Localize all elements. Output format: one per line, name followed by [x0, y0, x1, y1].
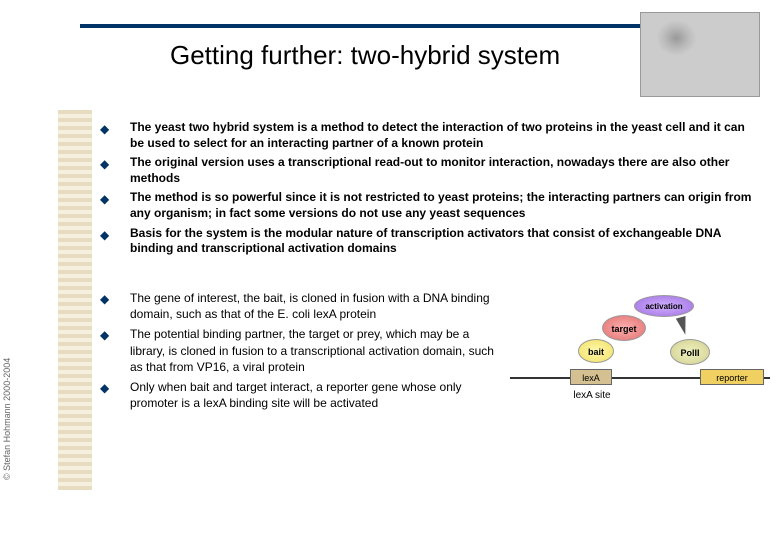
bullet-marker: ◆ [100, 290, 130, 306]
bullet-item: ◆ Only when bait and target interact, a … [100, 379, 500, 411]
reporter-box: reporter [700, 369, 764, 385]
bait-protein: bait [578, 339, 614, 363]
recruitment-arrow [676, 316, 690, 336]
bullet-marker: ◆ [100, 226, 130, 242]
activation-domain: activation [634, 295, 694, 317]
bullet-item: ◆ The potential binding partner, the tar… [100, 326, 500, 375]
bullet-marker: ◆ [100, 155, 130, 171]
bullet-text: The gene of interest, the bait, is clone… [130, 290, 500, 322]
bullet-text: The original version uses a transcriptio… [130, 155, 760, 186]
bullet-item: ◆ The original version uses a transcript… [100, 155, 760, 186]
two-hybrid-diagram: lexA reporter lexA site bait target acti… [510, 295, 770, 455]
bullet-marker: ◆ [100, 190, 130, 206]
bullet-text: Basis for the system is the modular natu… [130, 226, 760, 257]
bullet-text: Only when bait and target interact, a re… [130, 379, 500, 411]
bullet-marker: ◆ [100, 379, 130, 395]
decorative-strip [58, 110, 92, 490]
header-rule [80, 24, 640, 28]
bullet-text: The potential binding partner, the targe… [130, 326, 500, 375]
bullet-item: ◆ The method is so powerful since it is … [100, 190, 760, 221]
yeast-cell-image [640, 12, 760, 97]
bullet-marker: ◆ [100, 326, 130, 342]
bullet-item: ◆ The gene of interest, the bait, is clo… [100, 290, 500, 322]
lexa-site-label: lexA site [572, 390, 612, 401]
bullet-text: The yeast two hybrid system is a method … [130, 120, 760, 151]
target-protein: target [602, 315, 646, 341]
bullet-text: The method is so powerful since it is no… [130, 190, 760, 221]
top-bullet-list: ◆ The yeast two hybrid system is a metho… [100, 120, 760, 261]
bullet-item: ◆ Basis for the system is the modular na… [100, 226, 760, 257]
bottom-bullet-list: ◆ The gene of interest, the bait, is clo… [100, 290, 500, 415]
lexa-box: lexA [570, 369, 612, 385]
copyright-text: © Stefan Hohmann 2000-2004 [2, 358, 12, 480]
bullet-marker: ◆ [100, 120, 130, 136]
slide-title: Getting further: two-hybrid system [170, 40, 560, 71]
bullet-item: ◆ The yeast two hybrid system is a metho… [100, 120, 760, 151]
polii-protein: PolII [670, 339, 710, 365]
